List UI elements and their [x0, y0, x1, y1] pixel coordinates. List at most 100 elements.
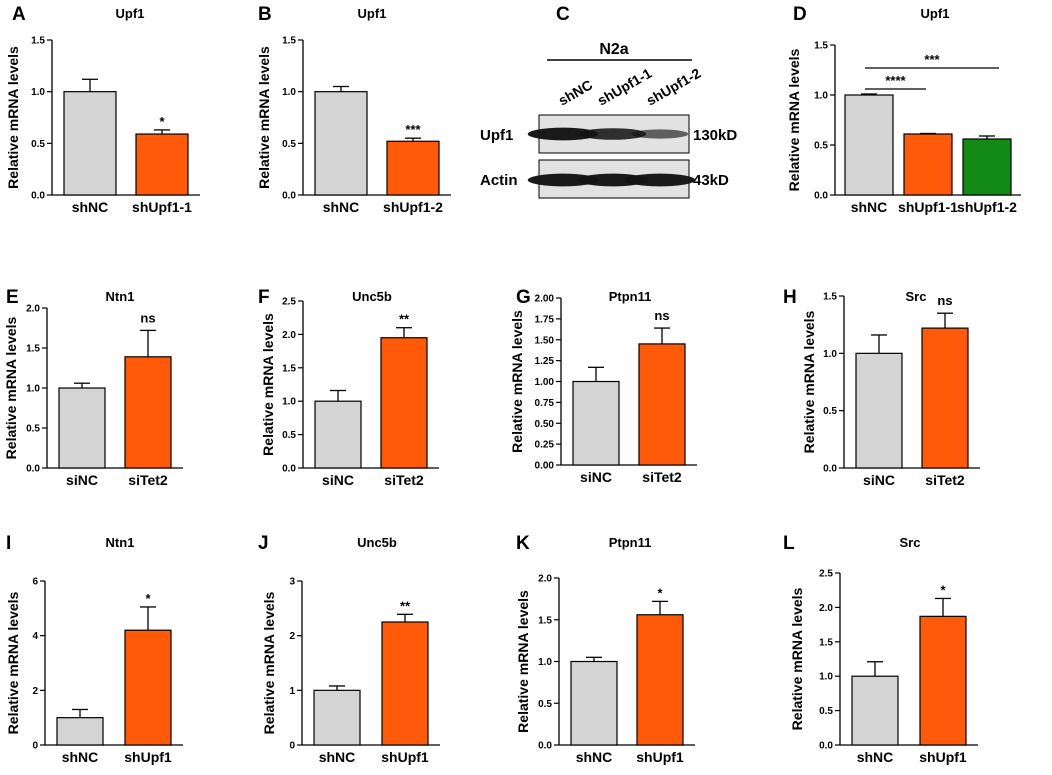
y-tick-label: 0 [289, 741, 295, 752]
chart-title: Ntn1 [106, 535, 135, 550]
x-category-label: shUpf1-2 [957, 199, 1017, 215]
blot-lane-label: shUpf1-1 [595, 65, 655, 109]
y-tick-label: 1.0 [538, 657, 552, 668]
blot-size-label: 130kD [693, 127, 737, 144]
y-tick-label: 1.5 [814, 41, 828, 52]
chart-title: Ptpn11 [609, 289, 652, 304]
y-tick-label: 1.0 [282, 87, 296, 98]
panel-label: H [783, 287, 797, 308]
y-tick-label: 0.25 [535, 440, 555, 451]
y-axis-label: Relative mRNA levels [5, 46, 21, 189]
bar-shnc [851, 675, 899, 746]
y-tick-label: 1.5 [282, 363, 296, 374]
y-tick-label: 1.0 [26, 384, 40, 395]
blot-cell-line-label: N2a [599, 41, 628, 58]
y-axis-label: Relative mRNA levels [801, 310, 817, 453]
x-category-label: siTet2 [384, 472, 424, 488]
y-tick-label: 1.5 [26, 344, 40, 355]
chart-title: Upf1 [921, 6, 950, 21]
panel-label: J [258, 533, 269, 554]
y-tick-label: 0.5 [823, 406, 837, 417]
y-tick-label: 4 [32, 631, 38, 642]
y-tick-label: 0.5 [538, 699, 552, 710]
blot-band [631, 129, 689, 139]
y-tick-label: 0.5 [814, 141, 828, 152]
bar-sinc [572, 380, 620, 466]
bar-shupf1-2 [962, 138, 1012, 196]
bar-shupf1-2 [386, 140, 440, 196]
significance-label: ns [140, 310, 155, 325]
y-axis-label: Relative mRNA levels [786, 48, 802, 191]
y-tick-label: 1.5 [823, 292, 837, 303]
y-axis-label: Relative mRNA levels [3, 316, 19, 459]
x-category-label: shUpf1-1 [132, 199, 192, 215]
bar-sinc [855, 352, 903, 469]
x-category-label: siNC [322, 472, 354, 488]
bar-sitet2 [124, 356, 172, 469]
bar-sitet2 [380, 337, 428, 469]
x-category-label: siTet2 [925, 472, 965, 488]
significance-label: ** [400, 598, 411, 613]
blot-band [579, 128, 647, 140]
y-tick-label: 0.5 [282, 430, 296, 441]
chart-panel-a: A Upf1 Relative mRNA levels 0.0 0.5 1.0 1.5 shN… [5, 4, 200, 215]
chart-panel-f: F Unc5b Relative mRNA levels 0.0 0.5 1.0 1.5 2.… [258, 287, 439, 488]
western-blot-panel: C N2a shNC shUpf1-1 shUpf1-2 Upf1 Actin … [480, 4, 737, 199]
chart-title: Ptpn11 [609, 535, 652, 550]
bar-shupf1-1 [135, 133, 189, 196]
y-tick-label: 1.5 [819, 637, 833, 648]
y-tick-label: 2 [289, 631, 295, 642]
bar-shnc [313, 689, 361, 746]
bar-shnc [56, 717, 104, 746]
x-category-label: shUpf1 [919, 749, 967, 765]
y-axis-label: Relative mRNA levels [515, 590, 531, 733]
y-tick-label: 1.50 [535, 335, 555, 346]
y-tick-label: 0.75 [535, 398, 555, 409]
y-axis-label: Relative mRNA levels [789, 587, 805, 730]
y-tick-label: 2.0 [26, 304, 40, 315]
y-tick-label: 0.00 [535, 461, 555, 472]
blot-size-label: 43kD [693, 172, 729, 189]
x-category-label: shNC [851, 199, 888, 215]
bar-sinc [314, 400, 362, 469]
x-category-label: shUpf1 [124, 749, 172, 765]
y-axis-label: Relative mRNA levels [261, 591, 277, 734]
panel-label-c: C [556, 4, 570, 25]
significance-label: ns [937, 293, 952, 308]
bar-shnc [570, 660, 618, 746]
y-tick-label: 1.0 [819, 672, 833, 683]
y-tick-label: 3 [289, 577, 295, 588]
y-tick-label: 0.0 [31, 191, 45, 202]
y-tick-label: 0.0 [282, 191, 296, 202]
y-tick-label: 0.0 [819, 741, 833, 752]
panel-label: B [258, 4, 272, 25]
panel-label: I [6, 533, 11, 554]
chart-title: Src [900, 535, 921, 550]
chart-panel-d: D Upf1 Relative mRNA levels 0.0 0.5 1.0 1.5 shN… [786, 4, 1021, 215]
significance-label: *** [405, 122, 421, 137]
blot-row-label: Upf1 [480, 127, 513, 144]
x-category-label: shNC [576, 749, 613, 765]
x-category-label: shUpf1-2 [383, 199, 443, 215]
y-tick-label: 1.5 [538, 615, 552, 626]
y-tick-label: 0.0 [538, 741, 552, 752]
chart-title: Ntn1 [106, 289, 135, 304]
bar-sitet2 [921, 327, 969, 469]
significance-label: * [657, 585, 663, 600]
x-category-label: siTet2 [128, 472, 168, 488]
y-tick-label: 1.25 [535, 356, 555, 367]
significance-label: **** [885, 73, 906, 88]
x-category-label: shNC [62, 749, 99, 765]
blot-lane-label: shUpf1-2 [644, 65, 704, 109]
y-tick-label: 1.5 [282, 36, 296, 47]
x-category-label: shUpf1-1 [898, 199, 958, 215]
y-tick-label: 1.0 [823, 349, 837, 360]
chart-panel-g: G Ptpn11 Relative mRNA levels 0.00 0.25 0.50 0… [509, 287, 697, 485]
panel-label: A [12, 4, 26, 25]
bar-shupf1 [381, 621, 429, 746]
x-category-label: siNC [863, 472, 895, 488]
y-tick-label: 2.0 [819, 603, 833, 614]
y-tick-label: 1.0 [814, 91, 828, 102]
y-tick-label: 0.5 [26, 424, 40, 435]
